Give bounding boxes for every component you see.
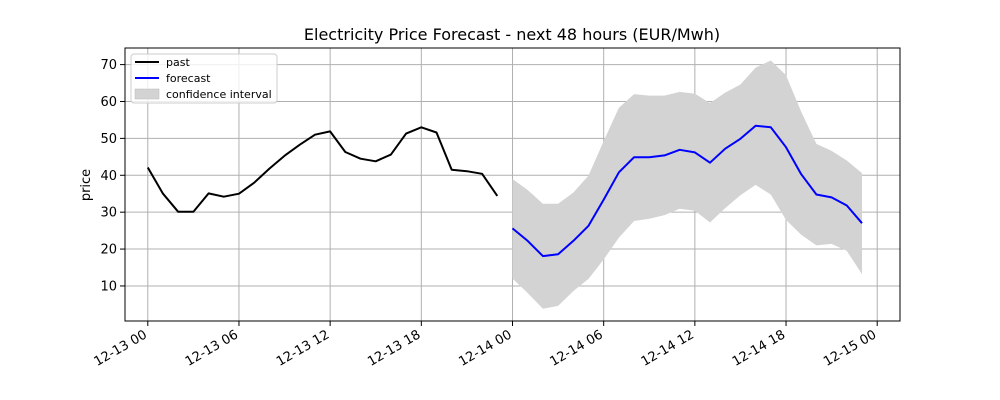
y-tick-label: 70 [100,58,117,73]
y-axis-label: price [79,169,94,201]
x-tick-label: 12-15 00 [821,327,879,369]
y-tick-label: 20 [100,243,117,258]
forecast-line [511,124,863,258]
y-tick-label: 40 [100,169,117,184]
series-lines [146,124,863,258]
plot-frame [124,47,901,322]
x-tick-label: 12-13 18 [365,327,423,369]
legend-box [130,53,278,104]
x-tick-label: 12-14 18 [730,327,788,369]
x-tick-label: 12-14 00 [456,327,514,369]
confidence-band-layer [512,60,862,309]
y-tick-label: 10 [100,279,117,294]
past-line [146,126,499,213]
x-tick-label: 12-14 06 [548,327,606,369]
legend-label-forecast: forecast [166,72,211,85]
x-tick-label: 12-13 06 [183,327,241,369]
y-tick-label: 60 [100,95,117,110]
legend-label-confidence-interval: confidence interval [166,88,272,101]
confidence-interval-band [512,60,862,309]
x-tick-label: 12-13 00 [92,327,150,369]
legend-swatch-confidence-interval [134,88,160,100]
x-tick-label: 12-13 12 [274,327,332,369]
y-tick-label: 50 [100,132,117,147]
chart-title: Electricity Price Forecast - next 48 hou… [304,25,720,44]
y-tick-label: 30 [100,206,117,221]
legend: past forecast confidence interval [130,53,278,104]
legend-label-past: past [166,56,190,69]
x-tick-label: 12-14 12 [639,327,697,369]
